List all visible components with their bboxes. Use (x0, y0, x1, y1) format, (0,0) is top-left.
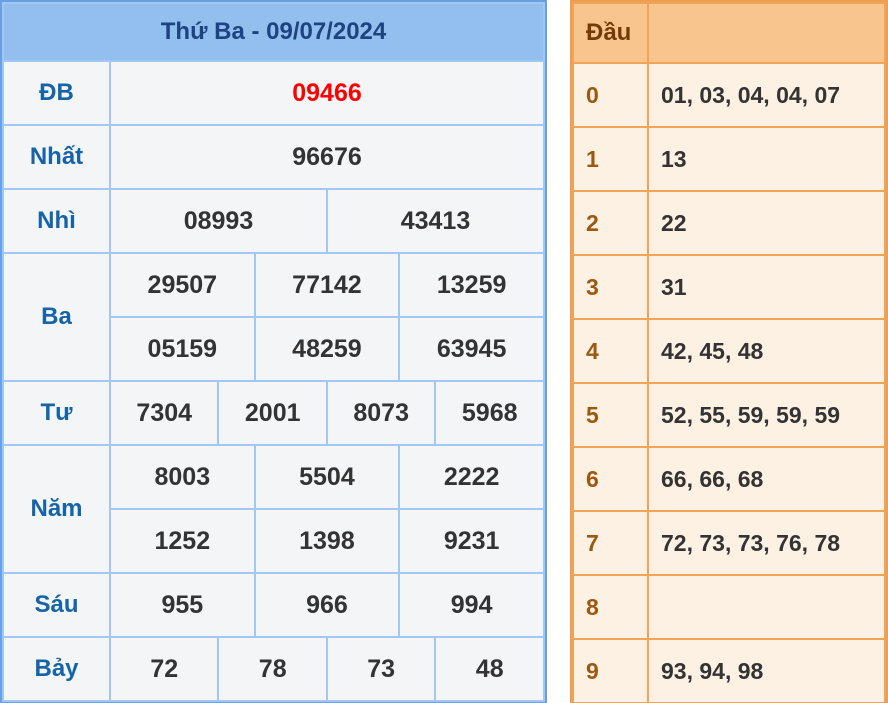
prize-value: 5504 (253, 444, 401, 510)
prize-value: 955 (109, 572, 256, 638)
prize-value: 8003 (109, 444, 256, 510)
prize-row-ba-2: 05159 48259 63945 (3, 316, 545, 382)
prize-value: 77142 (253, 252, 401, 318)
special-prize-value: 09466 (109, 60, 545, 126)
dau-row-4: 4 42, 45, 48 (572, 318, 886, 384)
prize-value: 2222 (398, 444, 545, 510)
date-header-row: Thứ Ba - 09/07/2024 (2, 2, 545, 62)
prize-row-tu: Tư 7304 2001 8073 5968 (2, 380, 545, 446)
dau-row-8: 8 (572, 574, 886, 640)
dau-numbers: 72, 73, 73, 76, 78 (647, 510, 886, 576)
dau-digit: 0 (572, 62, 649, 128)
dau-numbers: 42, 45, 48 (647, 318, 886, 384)
dau-header-row: Đầu (572, 2, 886, 64)
prize-value: 1252 (109, 508, 256, 574)
prize-value: 994 (398, 572, 545, 638)
prize-value: 9231 (398, 508, 545, 574)
prize-row-nam-1: Năm 8003 5504 2222 (2, 444, 545, 574)
prize-label-tu: Tư (2, 380, 111, 446)
prize-value: 63945 (398, 316, 545, 382)
prize-value: 78 (217, 636, 328, 702)
prize-value: 43413 (325, 188, 546, 254)
dau-numbers: 01, 03, 04, 04, 07 (647, 62, 886, 128)
date-header: Thứ Ba - 09/07/2024 (2, 2, 545, 62)
dau-header-empty (647, 2, 886, 64)
prize-value: 29507 (109, 252, 256, 318)
dau-digit: 7 (572, 510, 649, 576)
dau-numbers (647, 574, 886, 640)
dau-row-0: 0 01, 03, 04, 04, 07 (572, 62, 886, 128)
dau-row-6: 6 66, 66, 68 (572, 446, 886, 512)
prize-value: 05159 (109, 316, 256, 382)
prize-value: 96676 (109, 124, 545, 190)
dau-numbers: 52, 55, 59, 59, 59 (647, 382, 886, 448)
prize-row-sau: Sáu 955 966 994 (2, 572, 545, 638)
prize-label-db: ĐB (2, 60, 111, 126)
prize-value: 72 (108, 636, 220, 702)
dau-digit: 5 (572, 382, 649, 448)
dau-row-5: 5 52, 55, 59, 59, 59 (572, 382, 886, 448)
dau-row-1: 1 13 (572, 126, 886, 192)
dau-row-9: 9 93, 94, 98 (572, 638, 886, 703)
prize-value: 48259 (253, 316, 401, 382)
dau-row-7: 7 72, 73, 73, 76, 78 (572, 510, 886, 576)
dau-numbers: 31 (647, 254, 886, 320)
dau-row-3: 3 31 (572, 254, 886, 320)
prize-label-nhat: Nhất (2, 124, 111, 190)
dau-digit: 4 (572, 318, 649, 384)
dau-digit: 6 (572, 446, 649, 512)
prize-value: 2001 (217, 380, 328, 446)
prize-value: 8073 (325, 380, 437, 446)
dau-digit: 2 (572, 190, 649, 256)
dau-digit: 8 (572, 574, 649, 640)
prize-value: 48 (434, 636, 545, 702)
prize-label-nhi: Nhì (2, 188, 111, 254)
dau-header-label: Đầu (572, 2, 649, 64)
prize-row-bay: Bảy 72 78 73 48 (2, 636, 545, 702)
prize-row-nhi: Nhì 08993 43413 (2, 188, 546, 254)
dau-digit: 3 (572, 254, 649, 320)
prize-label-bay: Bảy (2, 636, 111, 702)
prize-row-db: ĐB 09466 (2, 60, 545, 126)
prize-label-sau: Sáu (2, 572, 111, 638)
dau-numbers: 22 (647, 190, 886, 256)
prize-value: 08993 (109, 188, 328, 254)
dau-digit: 1 (572, 126, 649, 192)
prize-row-nam-2: 1252 1398 9231 (3, 508, 545, 574)
prize-value: 966 (253, 572, 401, 638)
dau-digit: 9 (572, 638, 649, 703)
prize-row-nhat: Nhất 96676 (2, 124, 545, 190)
prize-value: 5968 (434, 380, 545, 446)
prize-value: 73 (325, 636, 437, 702)
dau-row-2: 2 22 (572, 190, 886, 256)
results-table: Thứ Ba - 09/07/2024 ĐB 09466 Nhất 96676 … (0, 0, 547, 703)
dau-table: Đầu 0 01, 03, 04, 04, 07 1 13 2 22 3 (570, 0, 888, 703)
prize-label-nam: Năm (2, 444, 111, 574)
prize-value: 1398 (253, 508, 401, 574)
dau-numbers: 93, 94, 98 (647, 638, 886, 703)
dau-numbers: 66, 66, 68 (647, 446, 886, 512)
prize-value: 13259 (398, 252, 545, 318)
dau-numbers: 13 (647, 126, 886, 192)
prize-value: 7304 (108, 380, 220, 446)
prize-row-ba-1: Ba 29507 77142 13259 (2, 252, 545, 382)
prize-label-ba: Ba (2, 252, 111, 382)
